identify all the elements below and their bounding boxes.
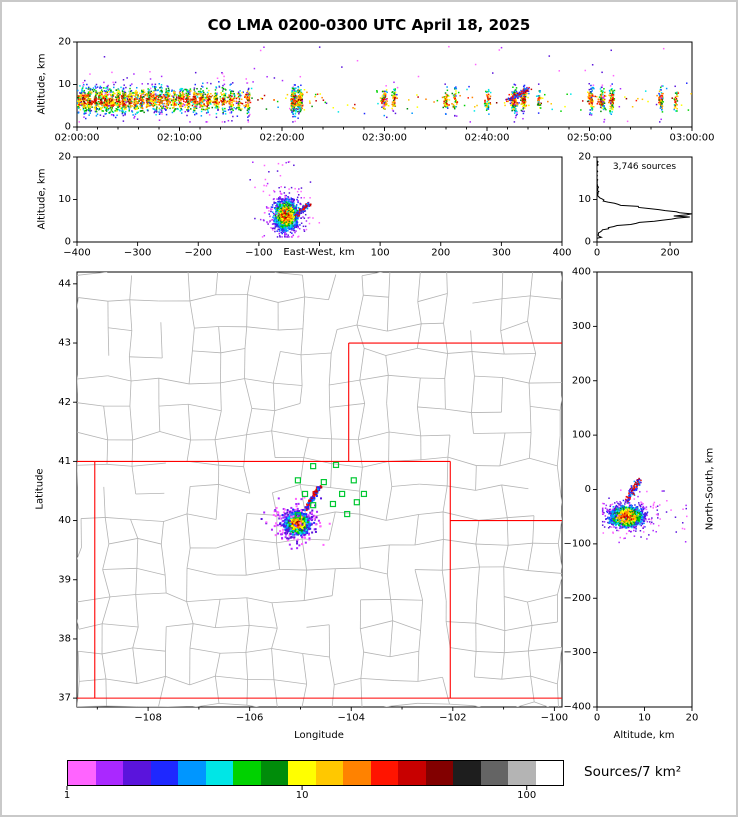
colorbar-tick-label: 10 [295, 790, 309, 801]
colorbar-cell-3 [150, 761, 178, 785]
colorbar-cell-16 [508, 761, 536, 785]
y-axis-label-altitude-ew-panel: Altitude, km [36, 168, 48, 230]
colorbar-cell-11 [370, 761, 398, 785]
colorbar [67, 760, 564, 786]
x-axis-label-longitude: Longitude [294, 730, 344, 741]
colorbar-cell-13 [425, 761, 453, 785]
colorbar-cell-17 [535, 761, 563, 785]
y-axis-label-north-south: North-South, km [704, 447, 716, 531]
colorbar-label: Sources/7 km² [584, 764, 682, 780]
colorbar-cell-8 [288, 761, 316, 785]
colorbar-cell-14 [453, 761, 481, 785]
y-axis-label-latitude: Latitude [34, 468, 46, 510]
x-axis-label-east-west: East-West, km [283, 247, 355, 258]
x-axis-label-altitude-ns-panel: Altitude, km [613, 730, 675, 741]
colorbar-cell-10 [343, 761, 371, 785]
colorbar-cell-2 [123, 761, 151, 785]
colorbar-cell-12 [398, 761, 426, 785]
colorbar-cell-5 [205, 761, 233, 785]
colorbar-cell-6 [233, 761, 261, 785]
colorbar-cell-1 [95, 761, 123, 785]
colorbar-cell-7 [260, 761, 288, 785]
sources-count: 3,746 sources [612, 162, 677, 172]
colorbar-tick-label: 100 [517, 790, 537, 801]
colorbar-cell-0 [68, 761, 96, 785]
colorbar-tick-label: 1 [63, 790, 71, 801]
colorbar-cell-4 [178, 761, 206, 785]
figure-title: CO LMA 0200-0300 UTC April 18, 2025 [207, 16, 531, 34]
y-axis-label-altitude-time-panel: Altitude, km [36, 53, 48, 115]
colorbar-cell-15 [480, 761, 508, 785]
colorbar-cell-9 [315, 761, 343, 785]
